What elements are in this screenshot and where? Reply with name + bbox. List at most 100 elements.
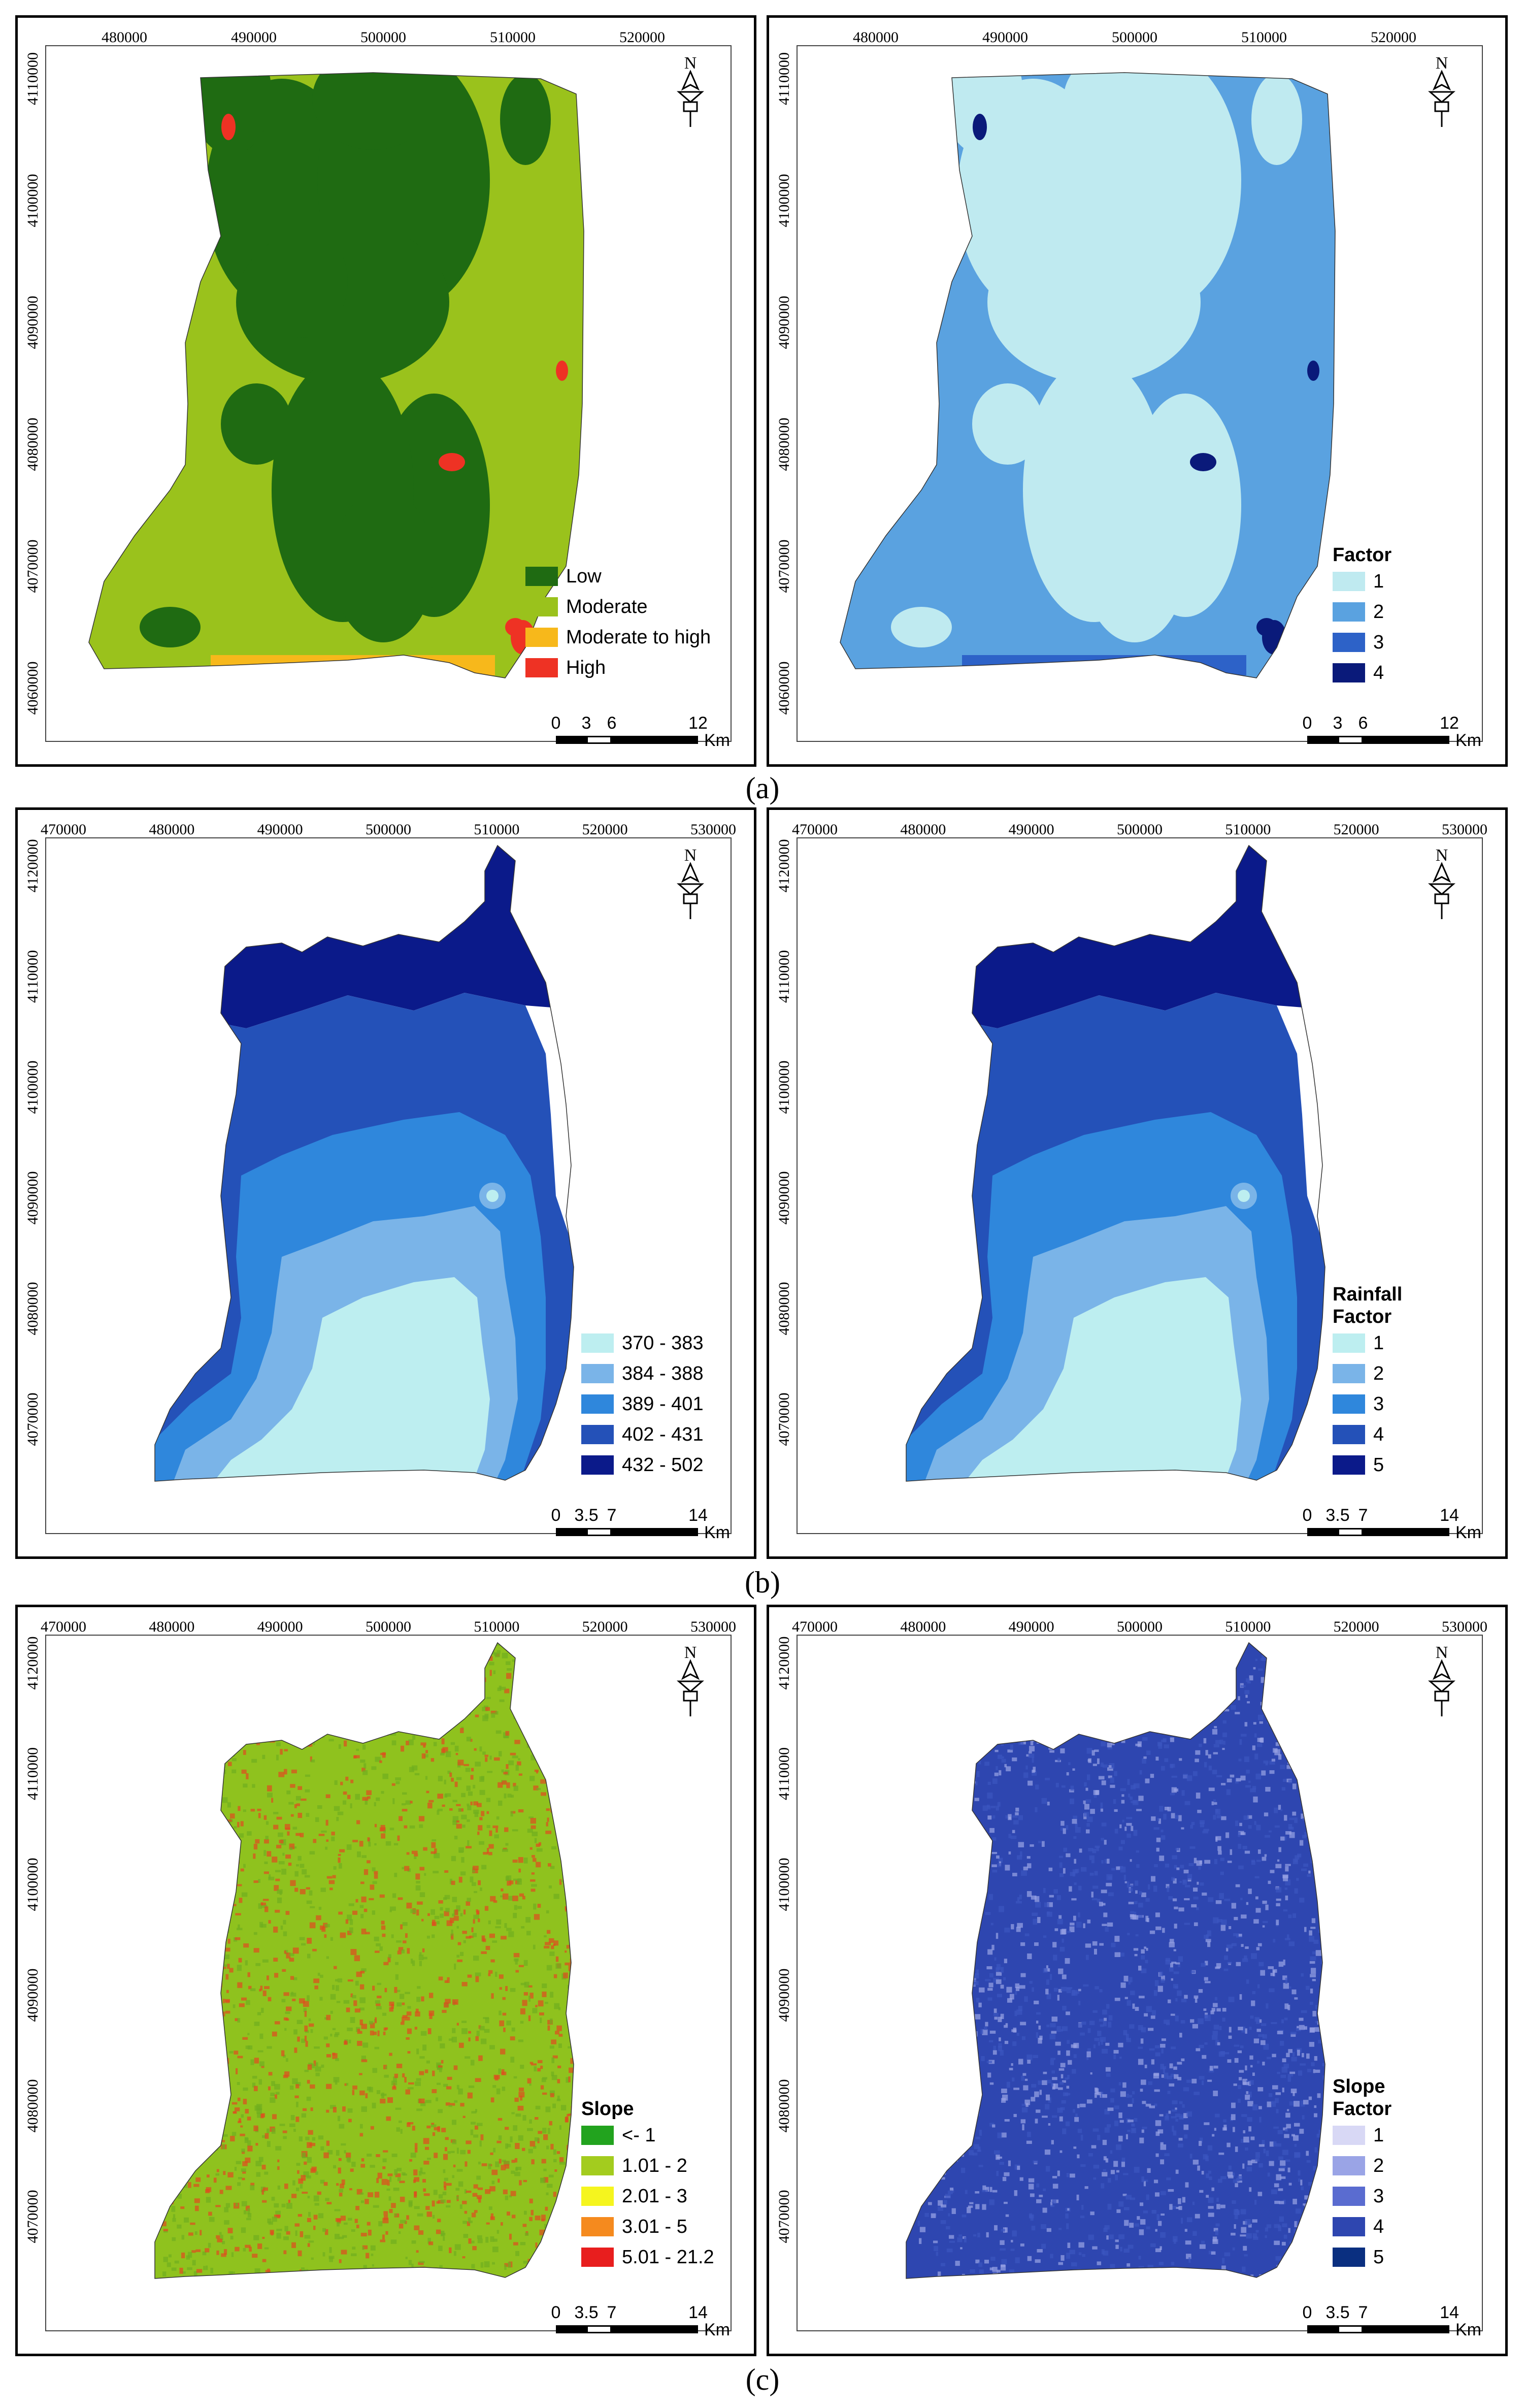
x-tick-label: 510000 xyxy=(474,1618,520,1635)
legend-swatch xyxy=(525,597,558,616)
scale-label: 3.5 xyxy=(1325,1506,1350,1525)
scale-label: 6 xyxy=(1358,713,1368,733)
legend-item: Moderate to high xyxy=(525,622,711,653)
class-patch xyxy=(312,73,434,150)
x-tick-label: 470000 xyxy=(41,1618,86,1635)
neatline xyxy=(45,837,732,1534)
scale-label: 0 xyxy=(1302,2303,1312,2322)
x-tick-label: 500000 xyxy=(366,821,411,838)
legend-label: 1.01 - 2 xyxy=(622,2155,687,2176)
scale-segment xyxy=(1338,736,1363,744)
study-area-outline xyxy=(906,1642,1325,2279)
x-tick-label: 480000 xyxy=(900,1618,946,1635)
legend-label: 5 xyxy=(1373,2246,1384,2268)
y-tick-label: 4120000 xyxy=(776,839,792,893)
scale-label: 14 xyxy=(688,1506,708,1525)
x-tick-label: 490000 xyxy=(231,29,277,46)
legend-label: 1 xyxy=(1373,1332,1384,1354)
legend-swatch xyxy=(1333,1364,1365,1383)
legend-label: 1 xyxy=(1373,570,1384,592)
x-tick-label: 500000 xyxy=(1112,29,1157,46)
neatline xyxy=(797,837,1483,1534)
map-canvas xyxy=(45,1635,732,2331)
study-area-outline xyxy=(840,72,1336,678)
rainfall-zone-1 xyxy=(211,1277,490,1481)
legend-swatch xyxy=(1333,1394,1365,1414)
scale-segment xyxy=(556,1528,586,1536)
legend-item: 2 xyxy=(1333,1358,1402,1389)
legend-title: Rainfall xyxy=(1333,1284,1403,1305)
svg-text:N: N xyxy=(684,846,697,865)
y-tick-label: 4110000 xyxy=(24,950,41,1003)
legend-item: 384 - 388 xyxy=(581,1358,704,1389)
y-tick-label: 4080000 xyxy=(24,1282,41,1336)
y-tick-label: 4100000 xyxy=(24,1858,41,1911)
x-tick-label: 520000 xyxy=(1371,29,1416,46)
x-tick-label: 520000 xyxy=(619,29,665,46)
y-tick-label: 4090000 xyxy=(776,296,792,349)
x-tick-label: 520000 xyxy=(582,821,628,838)
class-patch xyxy=(1084,490,1185,642)
legend-swatch xyxy=(581,1394,614,1414)
scale-segment xyxy=(556,736,586,744)
neatline xyxy=(45,1635,732,2331)
x-tick-label: 470000 xyxy=(792,1618,838,1635)
figure-caption: (a) xyxy=(745,771,780,805)
legend-item: 3.01 - 5 xyxy=(581,2211,714,2242)
legend-item: 5.01 - 21.2 xyxy=(581,2242,714,2272)
legend-item: 5 xyxy=(1333,2242,1391,2272)
x-tick-label: 530000 xyxy=(1442,1618,1487,1635)
scale-segment xyxy=(586,1528,612,1536)
y-tick-label: 4070000 xyxy=(24,1392,41,1446)
x-tick-label: 500000 xyxy=(366,1618,411,1635)
x-tick-label: 510000 xyxy=(1225,821,1271,838)
y-tick-label: 4120000 xyxy=(24,839,41,893)
map-panel-a-right: 480000 490000 500000 510000 520000 4110000 410… xyxy=(767,15,1508,767)
legend-swatch xyxy=(1333,2126,1365,2145)
scale-label: 14 xyxy=(1440,1506,1459,1525)
class-patch xyxy=(500,74,551,165)
legend-item: High xyxy=(525,653,711,683)
legend-label: 3 xyxy=(1373,2185,1384,2207)
map-panel-b-left: 470000 480000 490000 500000 510000 520000 5300… xyxy=(15,807,756,1559)
legend-swatch xyxy=(581,1364,614,1383)
map-canvas xyxy=(45,45,732,742)
legend-label: 3.01 - 5 xyxy=(622,2216,687,2237)
study-area-outline xyxy=(154,1642,574,2279)
rainfall-zone-5 xyxy=(155,845,574,1028)
scale-label: 14 xyxy=(688,2303,708,2322)
x-tick-label: 500000 xyxy=(1117,1618,1163,1635)
x-tick-label: 520000 xyxy=(1333,1618,1379,1635)
legend-label: 402 - 431 xyxy=(622,1423,704,1445)
y-tick-label: 4090000 xyxy=(776,1968,792,2022)
class-patch xyxy=(256,226,348,338)
map-canvas xyxy=(45,837,732,1534)
y-tick-label: 4060000 xyxy=(776,661,792,715)
legend-label: 3 xyxy=(1373,631,1384,653)
legend-swatch xyxy=(1333,633,1365,652)
scale-label: 0 xyxy=(1302,713,1312,733)
x-tick-label: 490000 xyxy=(1008,1618,1054,1635)
legend-item: 2 xyxy=(1333,2151,1391,2181)
scale-label: 12 xyxy=(688,713,708,733)
y-tick-label: 4110000 xyxy=(776,52,792,105)
x-tick-label: 500000 xyxy=(1117,821,1163,838)
scale-label: 3.5 xyxy=(574,1506,599,1525)
legend-swatch xyxy=(1333,1333,1365,1353)
legend-swatch xyxy=(1333,602,1365,622)
legend-label: <- 1 xyxy=(622,2124,656,2146)
rainfall-zone-5 xyxy=(906,845,1325,1028)
x-tick-label: 500000 xyxy=(360,29,406,46)
legend-item: 1 xyxy=(1333,1328,1402,1358)
y-tick-label: 4080000 xyxy=(24,2079,41,2133)
x-tick-label: 470000 xyxy=(792,821,838,838)
study-area-outline xyxy=(906,844,1325,1482)
scale-segment xyxy=(612,1528,698,1536)
y-tick-label: 4090000 xyxy=(24,1968,41,2022)
legend-swatch xyxy=(525,658,558,677)
y-tick-label: 4090000 xyxy=(24,296,41,349)
legend-swatch xyxy=(525,567,558,586)
neatline xyxy=(797,1635,1483,2331)
legend-swatch xyxy=(1333,2217,1365,2236)
scale-label: 7 xyxy=(607,2303,617,2322)
